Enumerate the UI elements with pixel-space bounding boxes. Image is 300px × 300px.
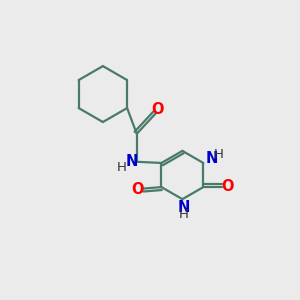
Text: O: O	[132, 182, 144, 197]
Text: H: H	[179, 208, 189, 221]
Text: H: H	[214, 148, 224, 161]
Text: O: O	[151, 102, 164, 117]
Text: N: N	[125, 154, 138, 169]
Text: N: N	[178, 200, 190, 215]
Text: N: N	[206, 151, 218, 166]
Text: O: O	[221, 179, 234, 194]
Text: H: H	[117, 160, 127, 174]
